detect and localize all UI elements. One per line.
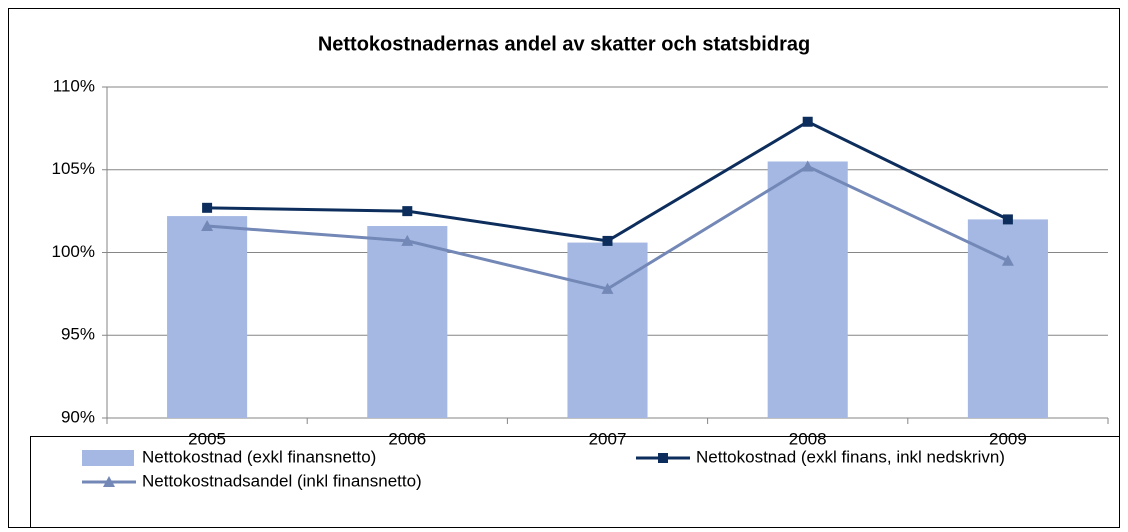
chart-title: Nettokostnadernas andel av skatter och s… [318, 33, 810, 55]
bar [767, 161, 848, 418]
bar [567, 242, 648, 418]
x-tick-label: 2005 [188, 429, 226, 448]
legend-box [30, 436, 1120, 528]
line-marker [201, 220, 214, 232]
line-marker [402, 206, 413, 217]
x-tick-label: 2009 [989, 429, 1027, 448]
y-tick-label: 105% [52, 159, 95, 178]
y-tick-label: 100% [52, 242, 95, 261]
x-tick-label: 2008 [789, 429, 827, 448]
line-marker [202, 202, 213, 213]
y-tick-label: 110% [53, 76, 95, 95]
bar [367, 226, 448, 418]
line-marker [802, 116, 813, 127]
legend-label: Nettokostnad (exkl finans, inkl nedskriv… [696, 447, 1005, 466]
line-marker [602, 235, 613, 246]
line-marker [1002, 214, 1013, 225]
legend-label: Nettokostnadsandel (inkl finansnetto) [142, 471, 422, 490]
legend-marker [658, 453, 668, 463]
legend-swatch [82, 450, 134, 466]
line-marker [401, 234, 414, 246]
x-tick-label: 2007 [589, 429, 627, 448]
line-marker [601, 282, 614, 294]
y-tick-label: 95% [61, 325, 95, 344]
legend-label: Nettokostnad (exkl finansnetto) [142, 447, 376, 466]
bar [167, 216, 248, 418]
x-tick-label: 2006 [388, 429, 426, 448]
line-marker [801, 160, 814, 172]
y-tick-label: 90% [61, 407, 95, 426]
line-marker [1001, 254, 1014, 266]
bar [967, 219, 1048, 418]
legend-marker [103, 476, 115, 487]
